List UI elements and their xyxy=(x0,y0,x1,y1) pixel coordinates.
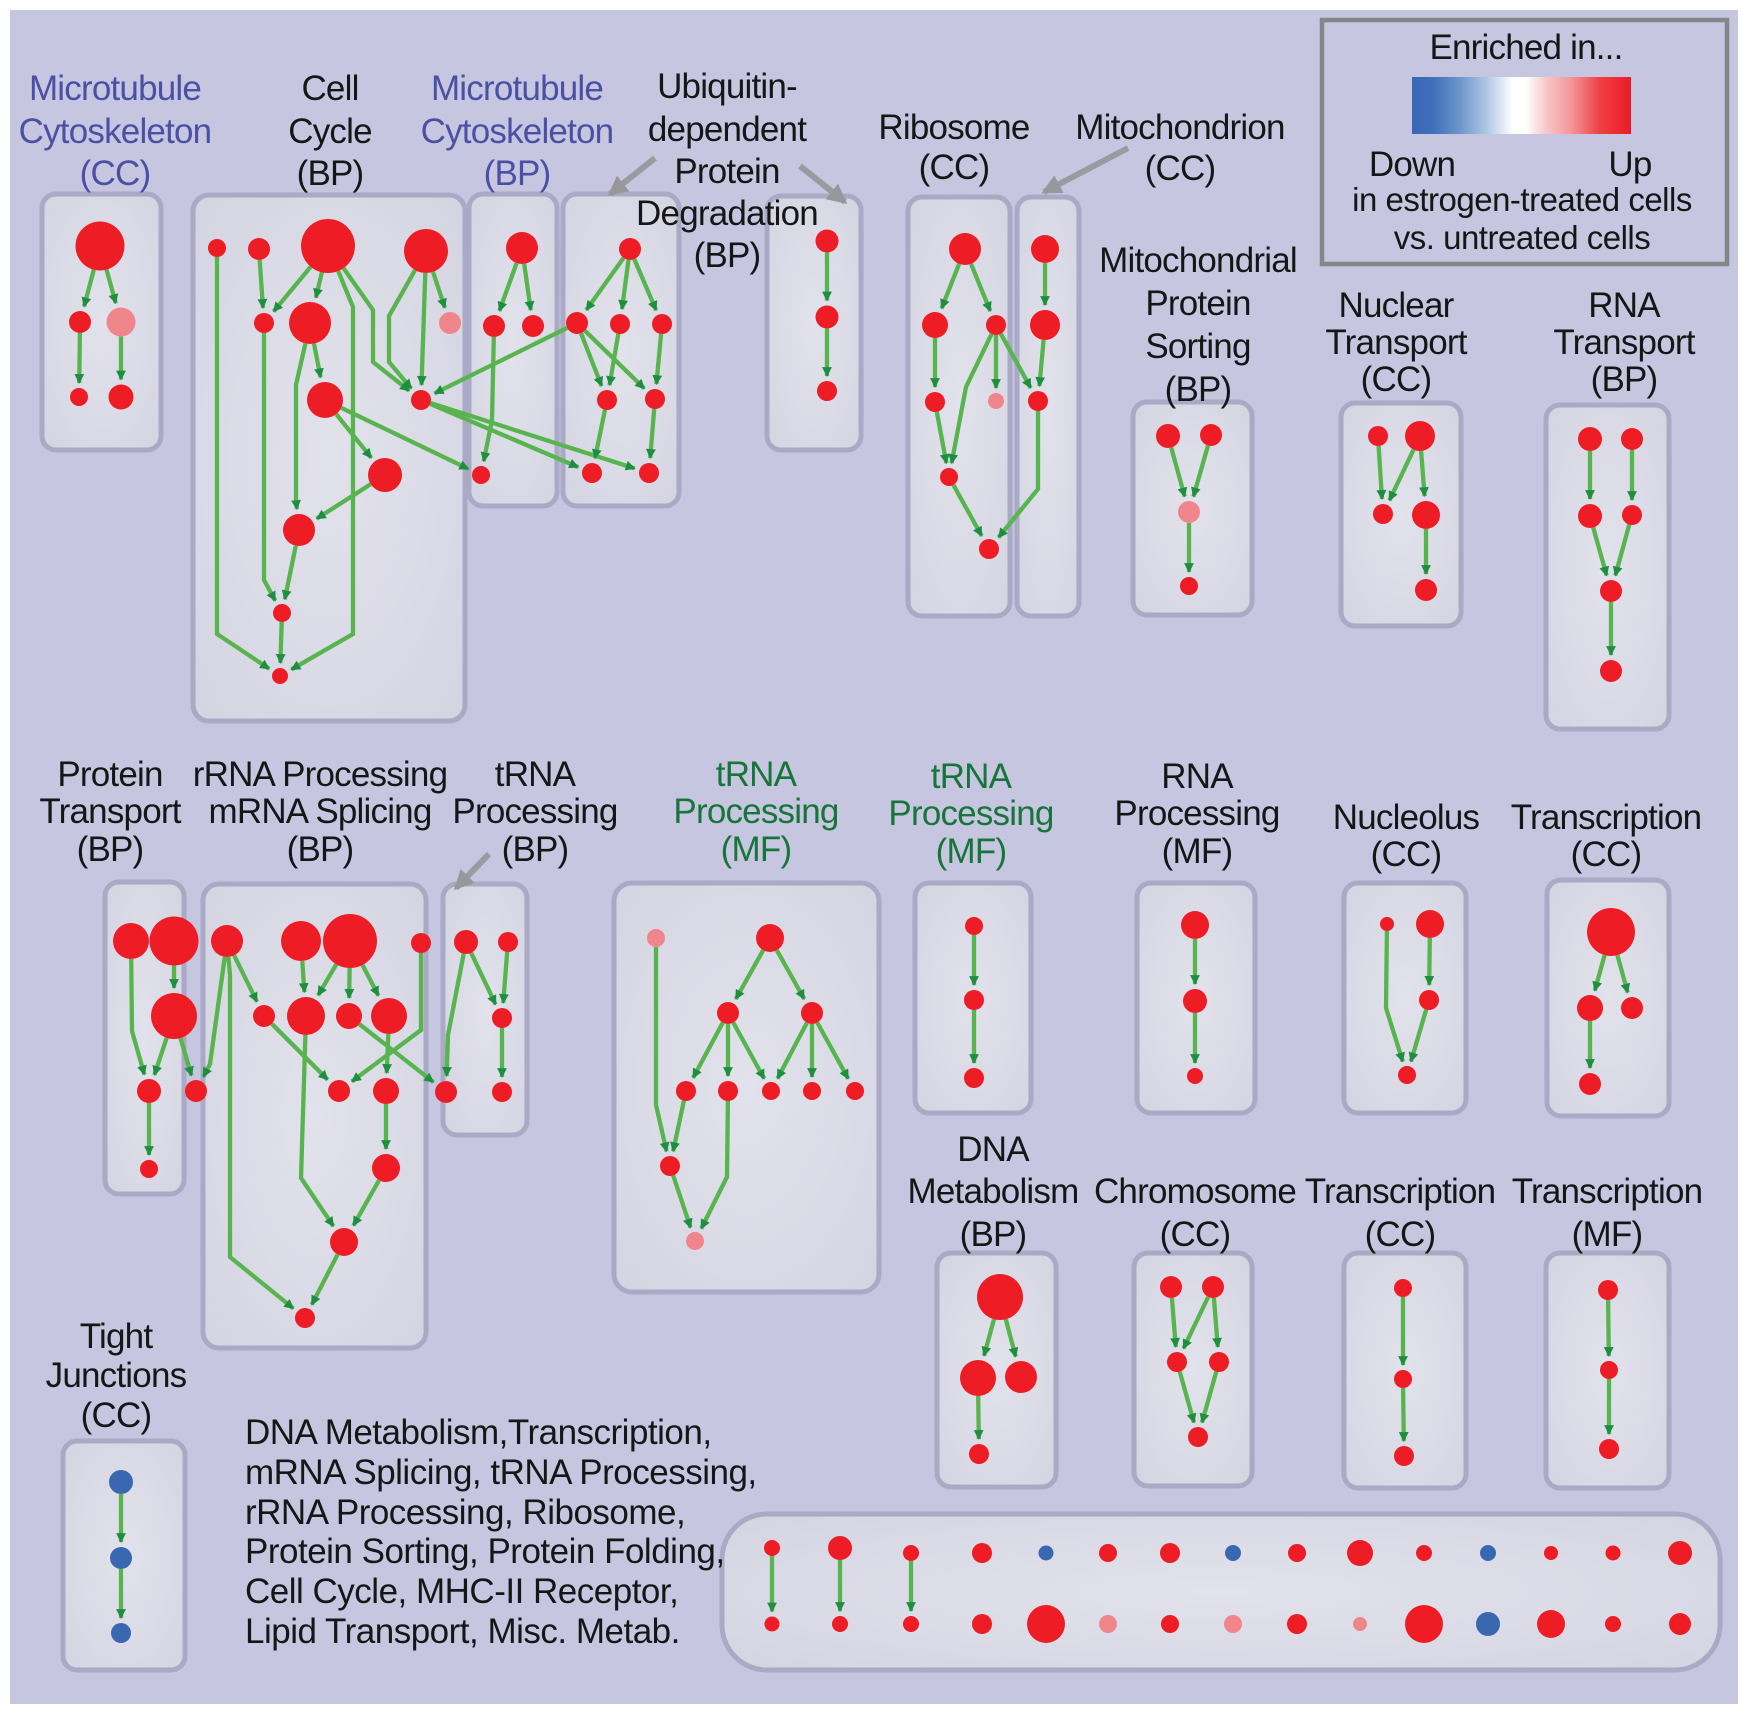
svg-text:Cell: Cell xyxy=(301,69,358,108)
svg-text:DNA Metabolism,Transcription,: DNA Metabolism,Transcription, xyxy=(245,1413,712,1452)
svg-text:Processing: Processing xyxy=(888,794,1053,833)
svg-text:Lipid Transport, Misc. Metab.: Lipid Transport, Misc. Metab. xyxy=(245,1612,680,1651)
svg-text:Metabolism: Metabolism xyxy=(908,1172,1079,1211)
svg-text:rRNA Processing: rRNA Processing xyxy=(193,755,447,794)
svg-text:Processing: Processing xyxy=(1114,794,1279,833)
svg-text:Transport: Transport xyxy=(1553,323,1695,362)
svg-text:Nuclear: Nuclear xyxy=(1338,286,1454,325)
svg-text:(BP): (BP) xyxy=(484,154,551,193)
svg-text:(CC): (CC) xyxy=(1571,835,1642,874)
svg-text:Sorting: Sorting xyxy=(1145,327,1250,366)
svg-text:(BP): (BP) xyxy=(1165,370,1232,409)
svg-text:Protein: Protein xyxy=(674,152,779,191)
svg-text:(CC): (CC) xyxy=(1365,1215,1436,1254)
svg-text:Transcription: Transcription xyxy=(1512,1172,1703,1211)
svg-text:(CC): (CC) xyxy=(81,1396,152,1435)
svg-text:Tight: Tight xyxy=(80,1317,154,1356)
svg-text:Microtubule: Microtubule xyxy=(431,69,603,108)
svg-text:Protein: Protein xyxy=(57,755,162,794)
svg-text:(BP): (BP) xyxy=(960,1215,1027,1254)
svg-text:Down: Down xyxy=(1369,145,1455,184)
svg-text:Microtubule: Microtubule xyxy=(29,69,201,108)
svg-text:rRNA Processing, Ribosome,: rRNA Processing, Ribosome, xyxy=(245,1493,685,1532)
svg-text:Cycle: Cycle xyxy=(288,112,372,151)
svg-text:Cell Cycle, MHC-II Receptor,: Cell Cycle, MHC-II Receptor, xyxy=(245,1572,678,1611)
svg-text:(BP): (BP) xyxy=(694,236,761,275)
svg-text:(CC): (CC) xyxy=(1371,835,1442,874)
svg-text:in estrogen-treated cells: in estrogen-treated cells xyxy=(1352,181,1692,218)
svg-text:(BP): (BP) xyxy=(297,154,364,193)
svg-text:dependent: dependent xyxy=(648,110,807,149)
svg-text:DNA: DNA xyxy=(957,1130,1030,1169)
svg-text:(CC): (CC) xyxy=(1160,1215,1231,1254)
svg-text:mRNA Splicing, tRNA Processing: mRNA Splicing, tRNA Processing, xyxy=(245,1453,757,1492)
svg-text:(MF): (MF) xyxy=(1162,832,1233,871)
svg-text:Ubiquitin-: Ubiquitin- xyxy=(657,67,797,106)
svg-text:Junctions: Junctions xyxy=(46,1356,187,1395)
svg-text:Degradation: Degradation xyxy=(636,194,818,233)
svg-text:Transcription: Transcription xyxy=(1511,798,1702,837)
svg-text:RNA: RNA xyxy=(1161,757,1234,796)
svg-text:(CC): (CC) xyxy=(1145,149,1216,188)
svg-text:Chromosome: Chromosome xyxy=(1094,1172,1296,1211)
svg-text:RNA: RNA xyxy=(1588,286,1661,325)
svg-text:Enriched in...: Enriched in... xyxy=(1429,28,1622,67)
svg-text:(MF): (MF) xyxy=(721,830,792,869)
svg-text:(CC): (CC) xyxy=(80,154,151,193)
svg-text:vs. untreated cells: vs. untreated cells xyxy=(1394,219,1650,256)
svg-text:mRNA Splicing: mRNA Splicing xyxy=(208,792,431,831)
svg-text:(BP): (BP) xyxy=(502,830,569,869)
svg-text:Processing: Processing xyxy=(452,792,617,831)
svg-text:(BP): (BP) xyxy=(287,830,354,869)
svg-text:Mitochondrial: Mitochondrial xyxy=(1099,241,1297,280)
svg-text:Transport: Transport xyxy=(39,792,181,831)
svg-text:Cytoskeleton: Cytoskeleton xyxy=(421,112,614,151)
svg-text:(MF): (MF) xyxy=(936,832,1007,871)
svg-text:Transport: Transport xyxy=(1325,323,1467,362)
svg-text:(MF): (MF) xyxy=(1572,1215,1643,1254)
svg-text:Transcription: Transcription xyxy=(1305,1172,1496,1211)
svg-text:Cytoskeleton: Cytoskeleton xyxy=(19,112,212,151)
svg-text:Processing: Processing xyxy=(673,792,838,831)
svg-text:(CC): (CC) xyxy=(919,148,990,187)
svg-text:tRNA: tRNA xyxy=(716,755,798,794)
svg-text:Nucleolus: Nucleolus xyxy=(1333,798,1480,837)
svg-text:Mitochondrion: Mitochondrion xyxy=(1075,108,1284,147)
svg-text:(BP): (BP) xyxy=(77,830,144,869)
svg-text:(BP): (BP) xyxy=(1591,360,1658,399)
svg-text:Up: Up xyxy=(1608,145,1651,184)
svg-text:Protein Sorting, Protein Foldi: Protein Sorting, Protein Folding, xyxy=(245,1532,725,1571)
svg-text:Protein: Protein xyxy=(1145,284,1250,323)
svg-text:tRNA: tRNA xyxy=(931,757,1013,796)
svg-text:Ribosome: Ribosome xyxy=(878,108,1029,147)
svg-text:(CC): (CC) xyxy=(1361,360,1432,399)
svg-text:tRNA: tRNA xyxy=(495,755,577,794)
